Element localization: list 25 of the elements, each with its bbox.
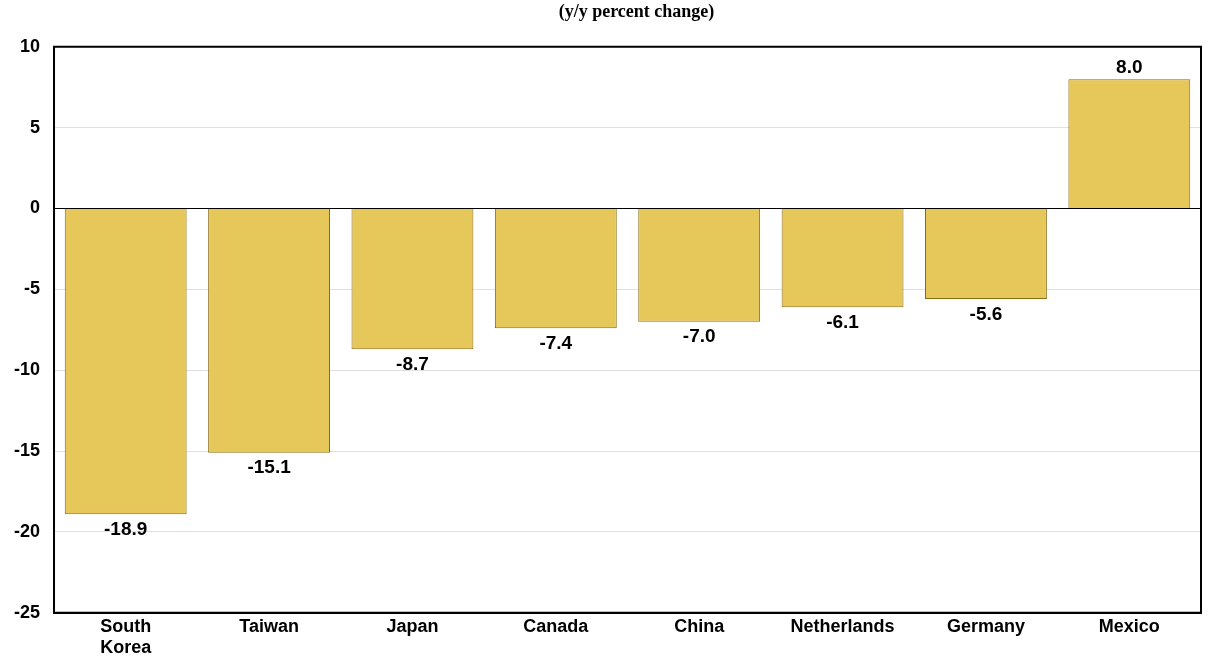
data-label: -5.6 [969,302,1003,324]
data-label: -18.9 [104,517,148,539]
y-tick-label: 10 [19,35,41,56]
x-tick-label: China [674,615,726,636]
data-label: -7.4 [539,331,573,353]
y-tick-label: -20 [14,520,41,541]
x-tick-label: South Korea [100,615,153,658]
y-tick-label: 5 [30,116,41,137]
data-label: -6.1 [826,310,860,332]
data-label: -7.0 [682,325,716,347]
x-tick-label: Canada [523,615,590,636]
y-tick-label: -10 [14,359,41,380]
x-tick-label: Germany [946,615,1025,636]
x-tick-label: Taiwan [239,615,299,636]
x-tick-label: Japan [386,615,439,636]
chart-title: (y/y percent change) [557,0,716,22]
y-tick-label: 0 [30,197,41,218]
y-tick-label: -15 [14,440,41,461]
y-tick-label: -5 [24,278,41,299]
y-tick-label: -25 [14,601,41,622]
data-label: 8.0 [1116,55,1143,77]
x-tick-label: Netherlands [790,615,895,636]
data-label: -15.1 [247,456,292,478]
x-tick-label: Mexico [1098,615,1160,636]
data-label: -8.7 [396,352,429,374]
